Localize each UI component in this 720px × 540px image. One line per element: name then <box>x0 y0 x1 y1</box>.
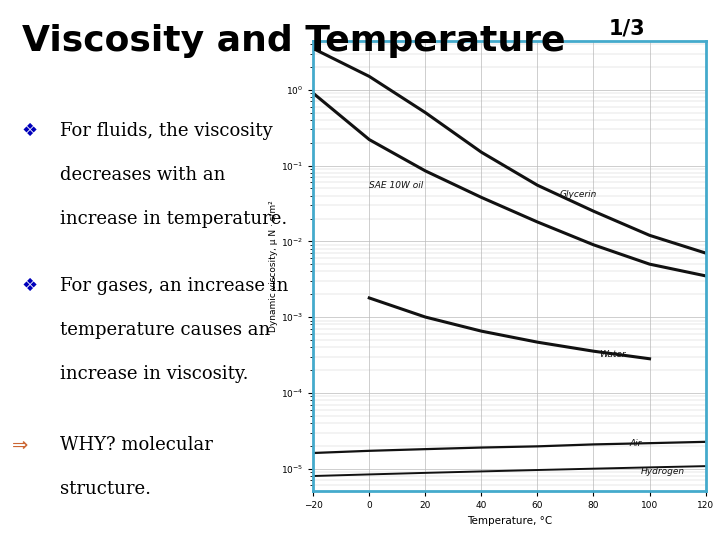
Text: ⇒: ⇒ <box>12 436 29 455</box>
Text: Air: Air <box>630 439 642 448</box>
Text: Viscosity and Temperature: Viscosity and Temperature <box>22 24 565 58</box>
Text: structure.: structure. <box>60 480 151 498</box>
Text: 1/3: 1/3 <box>608 19 645 39</box>
Text: temperature causes an: temperature causes an <box>60 321 271 339</box>
Text: For fluids, the viscosity: For fluids, the viscosity <box>60 122 273 140</box>
X-axis label: Temperature, °C: Temperature, °C <box>467 516 552 525</box>
Y-axis label: Dynamic viscosity, μ N · s/m²: Dynamic viscosity, μ N · s/m² <box>269 200 278 332</box>
Text: Hydrogen: Hydrogen <box>641 467 685 476</box>
Text: For gases, an increase in: For gases, an increase in <box>60 276 289 294</box>
Text: increase in temperature.: increase in temperature. <box>60 210 288 228</box>
Text: increase in viscosity.: increase in viscosity. <box>60 365 249 383</box>
Text: decreases with an: decreases with an <box>60 166 226 184</box>
Text: Glycerin: Glycerin <box>560 190 597 199</box>
Text: Water: Water <box>599 350 626 359</box>
Text: SAE 10W oil: SAE 10W oil <box>369 181 423 190</box>
Text: WHY? molecular: WHY? molecular <box>60 436 213 454</box>
Text: ❖: ❖ <box>21 122 37 140</box>
Text: ❖: ❖ <box>21 276 37 294</box>
